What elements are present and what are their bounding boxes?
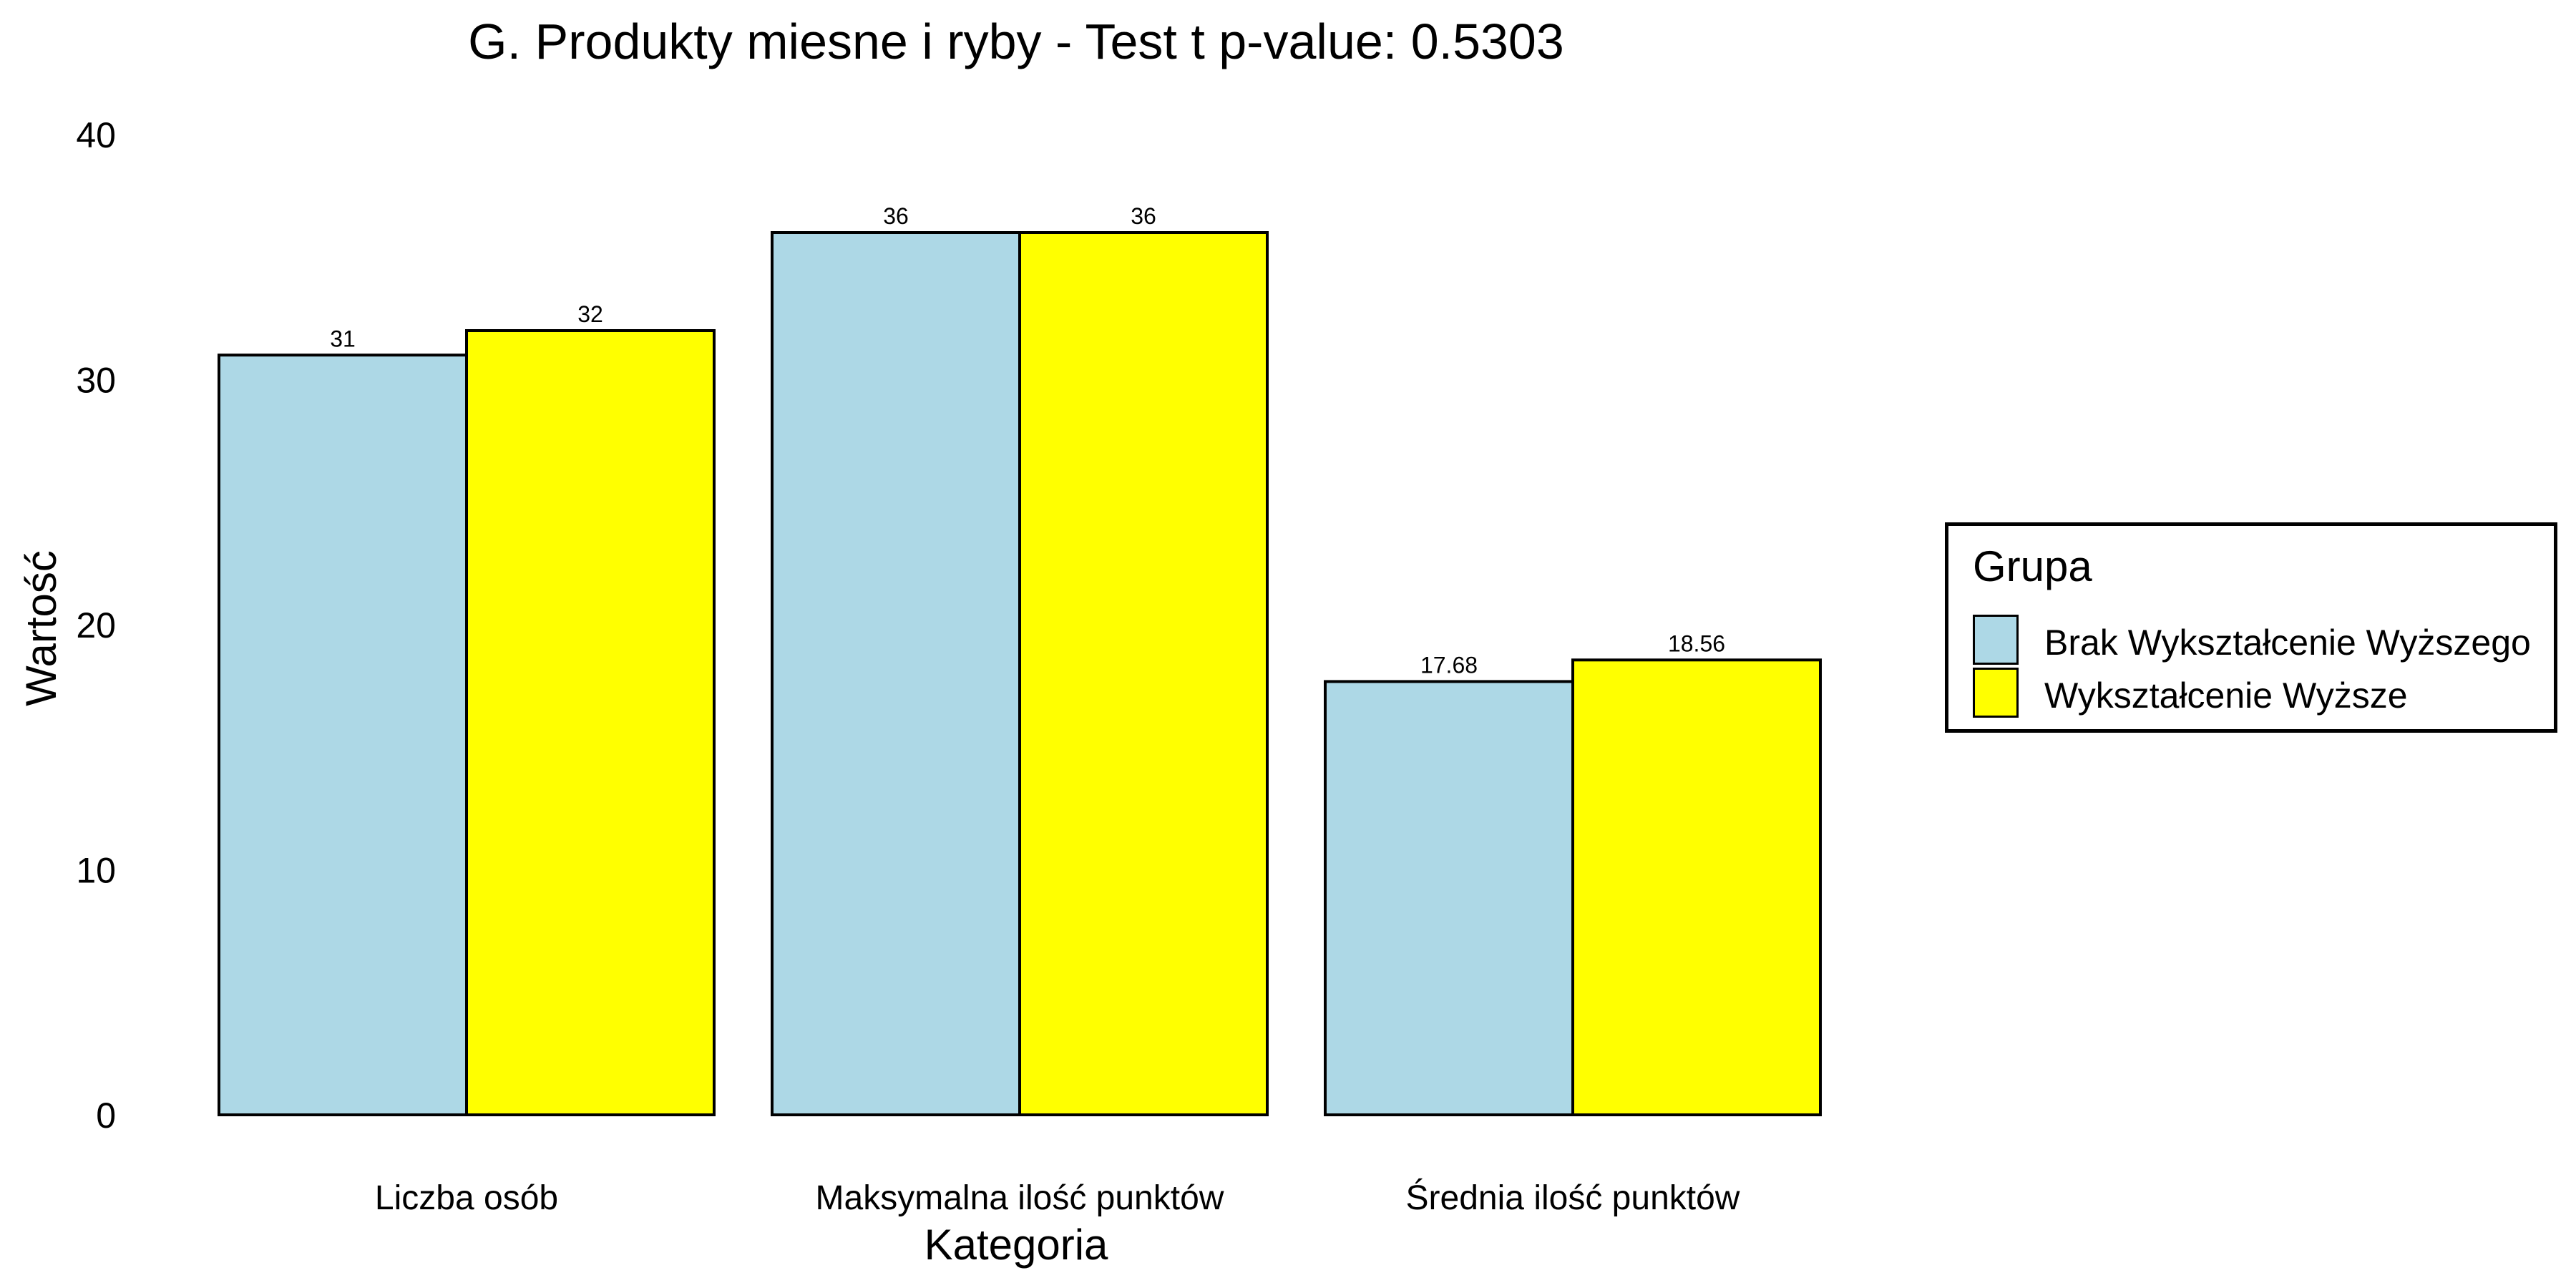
bar: [465, 329, 716, 1116]
y-tick-label: 10: [76, 851, 116, 891]
bars: [218, 231, 1822, 1116]
y-axis-label: Wartość: [17, 550, 65, 706]
legend-title: Grupa: [1973, 542, 2092, 590]
y-axis: 0 10 20 30 40: [76, 115, 116, 1136]
legend-label: Wykształcenie Wyższe: [2044, 675, 2408, 716]
x-axis-label: Kategoria: [924, 1221, 1108, 1269]
legend: Grupa Brak Wykształcenie Wyższego Wykszt…: [1945, 522, 2557, 733]
legend-label: Brak Wykształcenie Wyższego: [2044, 623, 2531, 663]
legend-swatch: [1973, 615, 2019, 665]
legend-swatch: [1973, 668, 2019, 718]
bar-value-labels: 31 32 36 36 17.68 18.56: [330, 203, 1725, 678]
bar-value-label: 17.68: [1420, 652, 1478, 678]
y-tick-label: 0: [96, 1096, 116, 1136]
y-tick-label: 20: [76, 605, 116, 645]
x-axis: Liczba osób Maksymalna ilość punktów Średn…: [375, 1178, 1740, 1217]
y-tick-label: 40: [76, 115, 116, 155]
y-tick-label: 30: [76, 361, 116, 401]
chart-title: G. Produkty miesne i ryby - Test t p-val…: [468, 14, 1564, 69]
bar-value-label: 18.56: [1668, 630, 1725, 656]
bar-value-label: 36: [1131, 203, 1156, 229]
bar: [1571, 658, 1822, 1116]
bar: [771, 231, 1021, 1116]
x-tick-label: Maksymalna ilość punktów: [816, 1179, 1224, 1217]
bar: [1324, 680, 1574, 1116]
bar-value-label: 31: [330, 326, 356, 351]
bar: [1018, 231, 1269, 1116]
bar: [218, 353, 468, 1116]
bar-value-label: 32: [577, 301, 603, 327]
x-tick-label: Liczba osób: [375, 1179, 558, 1217]
bar-value-label: 36: [883, 203, 909, 229]
x-tick-label: Średnia ilość punktów: [1406, 1178, 1740, 1217]
